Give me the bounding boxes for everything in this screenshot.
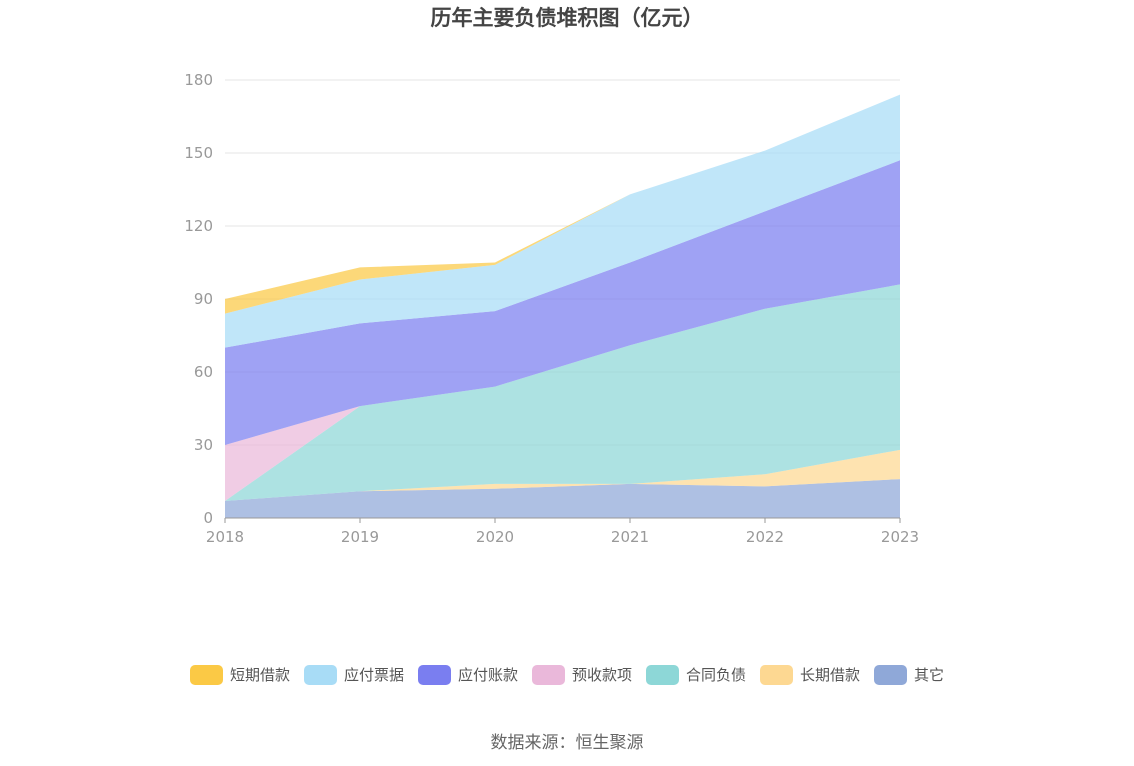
series-area [225,284,900,501]
y-tick-label: 120 [184,217,213,235]
y-tick-label: 90 [194,290,213,308]
y-tick-label: 60 [194,363,213,381]
x-tick-label: 2022 [746,528,784,546]
legend-item[interactable]: 合同负债 [646,664,746,685]
legend-label: 长期借款 [800,666,861,684]
legend-swatch [531,664,565,685]
series-area [225,94,900,348]
legend-label: 预收款项 [571,666,632,684]
legend-swatch [303,664,337,685]
stacked-area-chart: 0 30 60 90 120 150 180 2018 2019 2020 2021 2022 2023 [184,71,919,546]
x-tick-label: 2018 [206,528,244,546]
series-area [225,160,900,446]
legend: 短期借款 应付票据 应付账款 预收款项 合同负债 长期借款 其它 [0,664,1134,685]
legend-swatch [760,664,794,685]
x-tick-label: 2023 [881,528,919,546]
legend-label: 应付票据 [343,666,404,684]
legend-item[interactable]: 短期借款 [189,664,290,685]
data-source: 数据来源：恒生聚源 [490,733,644,753]
series-area [225,94,900,314]
legend-swatch [189,664,223,685]
series-area [225,479,900,518]
legend-item[interactable]: 应付账款 [417,664,518,685]
legend-label: 合同负债 [686,666,747,684]
legend-label: 短期借款 [229,666,290,684]
y-tick-label: 30 [194,436,213,454]
legend-label: 其它 [914,666,945,684]
legend-item[interactable]: 其它 [874,664,944,685]
legend-item[interactable]: 应付票据 [303,664,404,685]
legend-item[interactable]: 预收款项 [531,664,632,685]
axes: 0 30 60 90 120 150 180 2018 2019 2020 2021 2022 2023 [184,71,919,546]
series-area [225,449,900,501]
y-tick-label: 150 [184,144,213,162]
x-tick-label: 2021 [611,528,649,546]
legend-label: 应付账款 [457,666,518,684]
legend-swatch [417,664,451,685]
x-tick-label: 2020 [476,528,514,546]
legend-item[interactable]: 长期借款 [760,664,860,685]
legend-swatch [874,664,908,685]
y-tick-label: 180 [184,71,213,89]
y-tick-label: 0 [203,509,213,527]
chart-title: 历年主要负债堆积图（亿元） [430,6,704,30]
series-areas [225,94,900,518]
legend-swatch [646,664,679,685]
x-tick-label: 2019 [341,528,379,546]
